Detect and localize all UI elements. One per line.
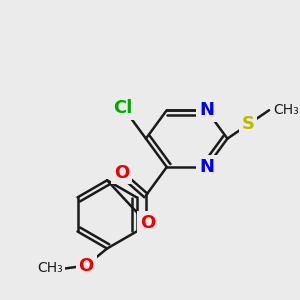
Text: O: O <box>114 164 129 182</box>
Text: Cl: Cl <box>113 99 133 117</box>
Text: O: O <box>79 256 94 274</box>
Text: S: S <box>242 116 255 134</box>
Text: N: N <box>199 158 214 176</box>
Text: CH₃: CH₃ <box>38 261 64 275</box>
Text: N: N <box>199 101 214 119</box>
Text: O: O <box>140 214 155 232</box>
Text: CH₃: CH₃ <box>273 103 298 117</box>
